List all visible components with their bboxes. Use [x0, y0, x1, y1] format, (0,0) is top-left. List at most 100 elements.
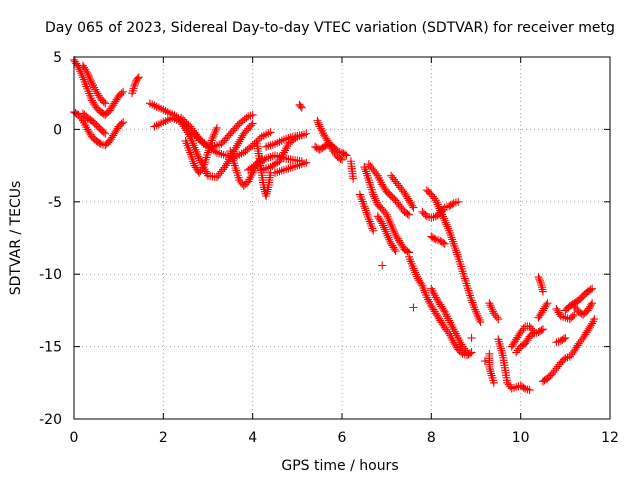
data-point	[568, 312, 577, 321]
data-point	[444, 224, 453, 233]
data-point	[561, 333, 570, 342]
data-point	[182, 126, 191, 135]
x-tick-labels: 0 2 4 6 8 10 12	[70, 430, 619, 446]
data-point	[387, 220, 396, 229]
data-point	[525, 386, 534, 395]
data-point	[487, 303, 496, 312]
data-point	[248, 119, 257, 128]
data-point	[210, 130, 219, 139]
data-point	[492, 313, 501, 322]
data-point	[433, 200, 442, 209]
data-point	[195, 134, 204, 143]
data-point	[438, 212, 447, 221]
data-point	[314, 118, 323, 127]
data-point	[99, 97, 108, 106]
data-point	[338, 155, 346, 164]
data-point	[440, 239, 449, 248]
data-point	[313, 116, 322, 125]
data-point	[117, 89, 126, 98]
data-point	[247, 121, 256, 130]
data-series	[387, 171, 418, 212]
data-point	[588, 299, 597, 308]
data-point	[476, 317, 485, 326]
data-series	[128, 73, 143, 98]
data-layer	[70, 55, 599, 395]
data-point	[372, 169, 381, 178]
x-tick-label: 8	[427, 430, 436, 446]
data-point	[559, 334, 568, 343]
data-point	[117, 119, 126, 128]
data-series	[355, 190, 378, 235]
data-point	[590, 315, 599, 324]
data-series	[405, 252, 476, 360]
data-point	[212, 125, 221, 134]
data-point	[378, 261, 387, 270]
data-point	[340, 150, 349, 159]
data-point	[417, 279, 426, 288]
data-point	[409, 203, 418, 212]
data-point	[99, 128, 108, 137]
data-series	[422, 186, 485, 326]
data-point	[297, 103, 306, 112]
data-point	[443, 327, 452, 336]
data-point	[211, 147, 220, 156]
data-point	[431, 196, 440, 205]
data-series	[409, 303, 418, 312]
data-series	[534, 273, 547, 296]
data-point	[86, 77, 95, 86]
data-point	[385, 235, 394, 244]
data-point	[302, 158, 311, 167]
data-point	[539, 325, 547, 334]
data-series	[570, 299, 597, 319]
data-point	[208, 134, 217, 143]
data-point	[519, 324, 528, 333]
data-series	[360, 163, 413, 257]
data-point	[494, 315, 503, 324]
data-point	[255, 134, 264, 143]
data-point	[388, 225, 397, 234]
data-point	[384, 233, 393, 242]
data-series	[70, 55, 128, 119]
data-point	[211, 128, 220, 137]
data-point	[369, 226, 378, 235]
data-point	[252, 137, 261, 146]
data-point	[486, 301, 495, 310]
data-series	[485, 299, 503, 324]
data-series	[494, 335, 534, 395]
data-point	[488, 305, 497, 314]
data-point	[391, 247, 400, 256]
data-point	[443, 222, 452, 231]
data-point	[410, 266, 419, 275]
data-point	[82, 67, 91, 76]
data-point	[248, 168, 257, 177]
data-point	[403, 209, 412, 218]
data-point	[248, 110, 257, 119]
y-axis-label: SDTVAR / TECUs	[8, 181, 24, 296]
data-point	[336, 154, 345, 163]
data-point	[437, 208, 446, 217]
data-point	[133, 74, 142, 83]
data-point	[537, 326, 546, 335]
data-point	[198, 164, 207, 173]
data-point	[441, 218, 450, 227]
data-point	[480, 357, 489, 366]
data-point	[536, 276, 545, 285]
data-point	[193, 132, 202, 141]
data-point	[371, 194, 380, 203]
data-point	[519, 383, 528, 392]
data-point	[435, 204, 444, 213]
chart-title: Day 065 of 2023, Sidereal Day-to-day VTE…	[45, 20, 615, 36]
data-series	[427, 232, 449, 248]
data-series	[534, 299, 552, 322]
data-series	[378, 261, 387, 270]
data-series	[530, 325, 547, 338]
data-point	[302, 129, 311, 138]
data-point	[383, 231, 392, 240]
data-series	[271, 158, 311, 177]
data-point	[587, 300, 596, 309]
data-point	[101, 99, 110, 108]
data-point	[83, 68, 92, 77]
data-series	[552, 304, 579, 324]
